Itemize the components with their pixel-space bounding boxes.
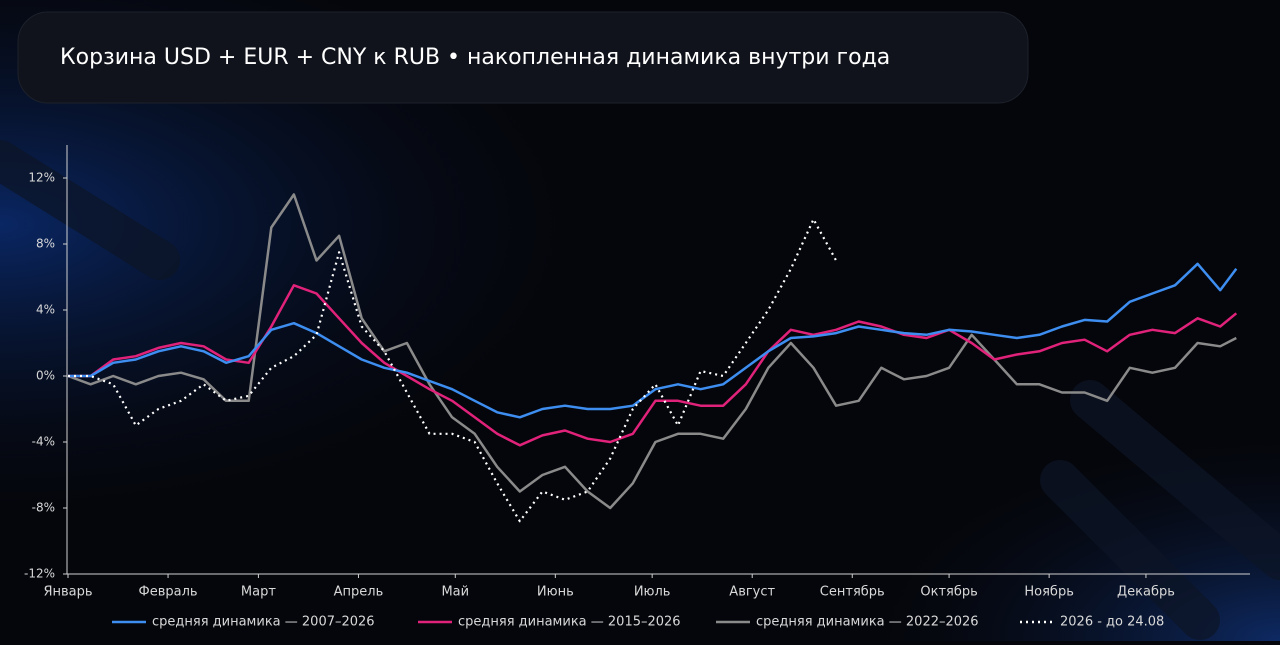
legend-label: средняя динамика — 2022–2026 bbox=[756, 615, 979, 630]
y-tick-label: 0% bbox=[36, 369, 55, 383]
x-tick-label: Октябрь bbox=[920, 585, 977, 600]
y-tick-label: 12% bbox=[28, 171, 55, 185]
series-line bbox=[68, 218, 838, 523]
legend-label: 2026 - до 24.08 bbox=[1060, 615, 1164, 630]
title-box bbox=[17, 11, 1029, 104]
x-tick-label: Август bbox=[729, 585, 775, 600]
series-line bbox=[68, 262, 1238, 419]
x-tick-label: Февраль bbox=[139, 585, 198, 600]
chart-title: Корзина USD + EUR + CNY к RUB • накоплен… bbox=[60, 45, 890, 70]
x-tick-label: Декабрь bbox=[1117, 585, 1175, 600]
y-tick-label: -12% bbox=[24, 567, 55, 581]
x-tick-label: Ноябрь bbox=[1024, 585, 1073, 600]
x-tick-label: Сентябрь bbox=[820, 585, 885, 600]
legend-label: средняя динамика — 2007–2026 bbox=[152, 615, 375, 630]
y-tick-label: -8% bbox=[32, 501, 55, 515]
x-tick-label: Май bbox=[441, 585, 469, 600]
y-tick-label: -4% bbox=[32, 435, 55, 449]
x-tick-label: Март bbox=[241, 585, 276, 600]
x-tick-label: Апрель bbox=[334, 585, 384, 600]
y-tick-label: 8% bbox=[36, 237, 55, 251]
decor-stripes bbox=[0, 140, 1280, 640]
y-tick-label: 4% bbox=[36, 303, 55, 317]
x-tick-label: Январь bbox=[43, 585, 92, 600]
x-tick-label: Июль bbox=[634, 585, 671, 600]
series-line bbox=[67, 193, 1237, 510]
x-tick-label: Июнь bbox=[537, 585, 574, 600]
legend-label: средняя динамика — 2015–2026 bbox=[458, 615, 681, 630]
